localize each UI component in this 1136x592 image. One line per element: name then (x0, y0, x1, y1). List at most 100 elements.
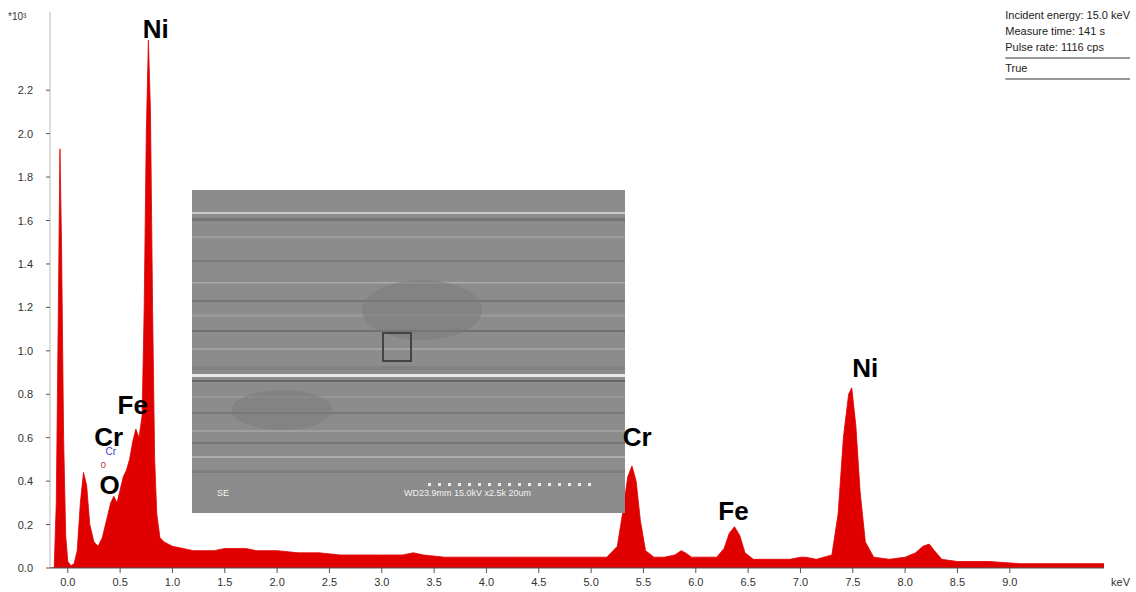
chart: 0.00.20.40.60.81.01.21.41.61.82.02.20.00… (0, 0, 1136, 592)
x-tick (486, 568, 487, 573)
peak-label: Cr (623, 422, 652, 452)
x-tick-label: 6.0 (688, 576, 703, 588)
sem-scale-dot (558, 483, 561, 486)
x-tick (748, 568, 749, 573)
sem-scale-dot (468, 483, 471, 486)
sem-streak (192, 212, 625, 214)
sem-label: SE (217, 488, 229, 498)
sem-streak (192, 348, 625, 350)
y-tick-label: 2.2 (18, 84, 33, 96)
sem-selection (383, 333, 411, 361)
x-tick-label: 9.0 (1002, 576, 1017, 588)
y-unit-label: *10³ (8, 11, 27, 22)
sem-patch (362, 280, 482, 340)
x-tick (224, 568, 225, 573)
info-box: Incident energy: 15.0 keV Measure time: 1… (1005, 9, 1130, 79)
sem-streak (192, 236, 625, 238)
sem-scale-dot (568, 483, 571, 486)
sem-streak (192, 374, 625, 377)
y-tick-label: 1.2 (18, 301, 33, 313)
sem-scale-dot (448, 483, 451, 486)
sem-scale-dot (578, 483, 581, 486)
x-tick-label: 0.5 (112, 576, 127, 588)
sem-scale-dot (588, 483, 591, 486)
x-tick (905, 568, 906, 573)
peak-label: Ni (852, 353, 878, 383)
x-tick-label: 2.5 (322, 576, 337, 588)
y-tick-label: 0.6 (18, 432, 33, 444)
peak-label: Fe (718, 496, 748, 526)
sem-streak (192, 366, 625, 370)
y-tick-label: 0.8 (18, 388, 33, 400)
sem-scale-dot (438, 483, 441, 486)
x-tick (381, 568, 382, 573)
sem-scale-dot (498, 483, 501, 486)
info-text: True (1005, 62, 1027, 74)
x-tick (329, 568, 330, 573)
y-tick-label: 1.6 (18, 215, 33, 227)
sem-scale-dot (538, 483, 541, 486)
y-tick (46, 394, 50, 395)
y-tick (46, 307, 50, 308)
x-tick-label: 7.0 (793, 576, 808, 588)
sem-streak (192, 260, 625, 262)
x-axis (50, 568, 1104, 569)
x-tick (120, 568, 121, 573)
sem-scale-dot (478, 483, 481, 486)
x-tick-label: 8.5 (950, 576, 965, 588)
peak-label: Fe (118, 390, 148, 420)
sem-scale-dot (528, 483, 531, 486)
x-tick-label: 5.5 (636, 576, 651, 588)
y-tick-label: 0.0 (18, 562, 33, 574)
spectrum (50, 40, 1104, 568)
x-tick-label: 2.0 (269, 576, 284, 588)
x-tick-label: 1.5 (217, 576, 232, 588)
y-tick (46, 524, 50, 525)
y-tick-label: 2.0 (18, 128, 33, 140)
x-tick (591, 568, 592, 573)
sem-inset: SE WD23.9mm 15.0kV x2.5k 20um (192, 190, 625, 513)
y-tick-label: 1.4 (18, 258, 33, 270)
y-tick (46, 350, 50, 351)
y-tick (46, 220, 50, 221)
line-marker-label: Cr (105, 446, 116, 457)
y-tick (46, 133, 50, 134)
x-tick (800, 568, 801, 573)
sem-scale-dot (488, 483, 491, 486)
y-tick-label: 0.4 (18, 475, 33, 487)
info-text: Measure time: 141 s (1005, 25, 1105, 37)
sem-scale-dot (508, 483, 511, 486)
x-tick-label: 0.0 (60, 576, 75, 588)
info-text: Incident energy: 15.0 keV (1005, 9, 1130, 21)
sem-scale-dot (548, 483, 551, 486)
sem-streak (192, 430, 625, 432)
sem-scale-dot (518, 483, 521, 486)
y-tick (46, 568, 50, 569)
x-tick-label: 8.0 (897, 576, 912, 588)
x-tick-label: 5.0 (583, 576, 598, 588)
x-tick (434, 568, 435, 573)
info-rule (1005, 58, 1130, 59)
x-tick (538, 568, 539, 573)
x-tick-label: 4.5 (531, 576, 546, 588)
x-tick-label: 6.5 (740, 576, 755, 588)
y-axis (50, 12, 51, 568)
x-tick (957, 568, 958, 573)
sem-streak (192, 456, 625, 458)
x-tick (277, 568, 278, 573)
line-marker-label: o (101, 459, 107, 470)
sem-label: WD23.9mm 15.0kV x2.5k 20um (404, 488, 531, 498)
y-tick (46, 177, 50, 178)
y-tick (46, 481, 50, 482)
x-tick-label: 4.0 (479, 576, 494, 588)
x-tick (695, 568, 696, 573)
peak-label: O (100, 470, 120, 500)
sem-streak (192, 470, 625, 473)
x-tick (1009, 568, 1010, 573)
y-tick-label: 0.2 (18, 519, 33, 531)
info-text: Pulse rate: 1116 cps (1005, 41, 1104, 53)
sem-streak (192, 442, 625, 444)
y-tick-label: 1.0 (18, 345, 33, 357)
x-tick-label: 1.0 (165, 576, 180, 588)
x-tick (67, 568, 68, 573)
